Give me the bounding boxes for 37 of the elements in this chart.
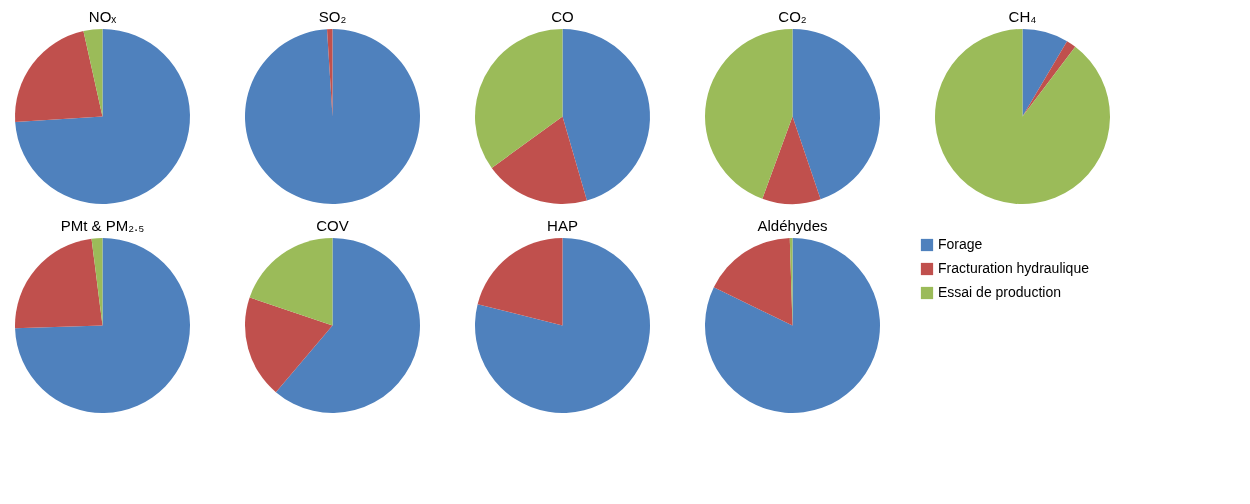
chart-title: CH₄ [1008,8,1037,25]
legend-label: Essai de production [938,284,1061,300]
pie-slice [792,29,880,200]
pie-slice [1022,41,1076,117]
pie-slice [83,29,103,117]
legend-label: Forage [938,236,983,252]
chart-title: CO₂ [778,8,807,25]
pie-slice [15,238,103,329]
chart-title: CO [551,8,574,25]
pie-slice [475,29,563,168]
pie-slice [562,29,650,201]
legend-label: Fracturation hydraulique [938,260,1090,276]
pie-slice [245,297,333,393]
chart-title: Aldéhydes [757,217,828,234]
pie-slice [491,116,587,204]
pie-slice [935,29,1110,204]
chart-title: COV [316,217,349,234]
pie-slice [249,238,333,326]
pie-slice [713,238,793,326]
pie-slice [477,238,563,326]
pie-slice [15,29,190,204]
pie-slice [15,238,190,413]
chart-title: PMt & PM₂.₅ [60,217,145,234]
chart-title: SO₂ [318,8,347,25]
pie-slice [1022,29,1068,117]
pie-slice [275,238,420,413]
chart-title: NOₓ [88,8,117,25]
pie-slice [705,238,880,413]
pie-slice [789,238,793,326]
pie-slice [327,29,333,117]
pie-slice [705,29,793,199]
pie-slice [91,238,103,326]
pie-slice [245,29,420,204]
chart-title: HAP [547,217,578,234]
pie-slice [762,116,821,204]
pie-slice [15,31,103,122]
pie-slice [475,238,650,413]
